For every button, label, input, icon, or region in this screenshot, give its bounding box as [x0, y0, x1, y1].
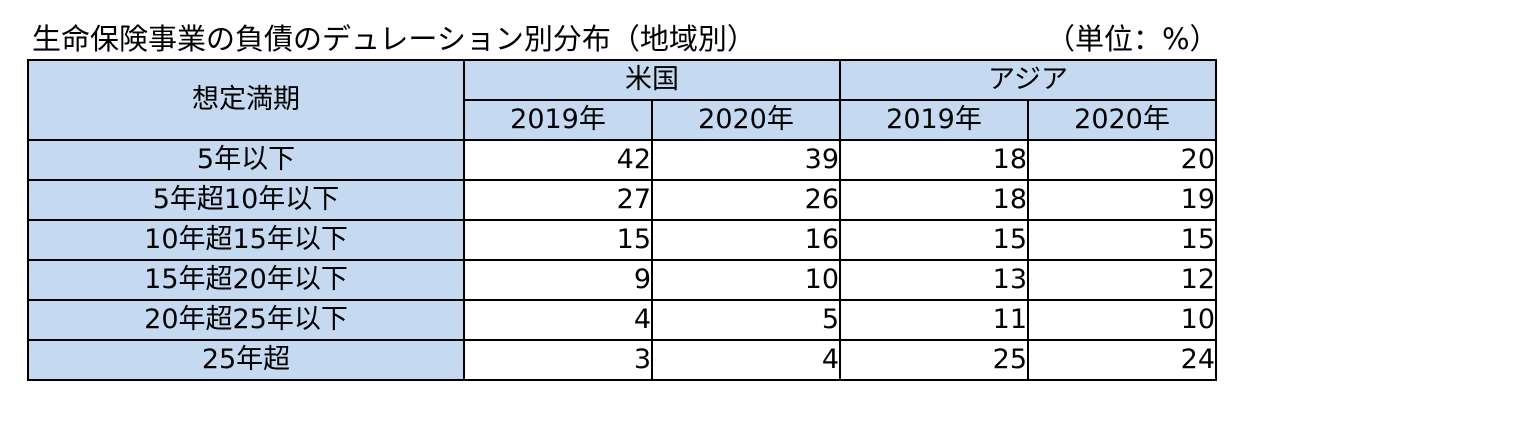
table-row: 5年以下 42 39 18 20 — [27, 139, 1217, 181]
year-header: 2019年 — [839, 99, 1029, 141]
table-cell: 4 — [651, 339, 841, 381]
table-cell: 26 — [651, 179, 841, 221]
region-header-us: 米国 — [463, 59, 841, 101]
table-cell: 15 — [839, 219, 1029, 261]
table-cell: 15 — [1027, 219, 1217, 261]
header-row-years: 2019年 2020年 2019年 2020年 — [28, 99, 1217, 141]
table-cell: 19 — [1027, 179, 1217, 221]
table-cell: 18 — [839, 179, 1029, 221]
table-cell: 24 — [1027, 339, 1217, 381]
duration-table: 想定満期 米国 アジア 2019年 2020年 2019年 2020年 5年以下… — [27, 59, 1217, 381]
table-cell: 16 — [651, 219, 841, 261]
table-cell: 42 — [463, 139, 653, 181]
unit-label: （単位：%） — [1046, 22, 1219, 56]
table-cell: 39 — [651, 139, 841, 181]
row-label: 10年超15年以下 — [27, 219, 465, 261]
table-cell: 13 — [839, 259, 1029, 301]
table-cell: 3 — [463, 339, 653, 381]
table-row: 10年超15年以下 15 16 15 15 — [27, 219, 1217, 261]
corner-header: 想定満期 — [27, 59, 465, 141]
table-cell: 20 — [1027, 139, 1217, 181]
row-label: 15年超20年以下 — [27, 259, 465, 301]
table-cell: 18 — [839, 139, 1029, 181]
table-row: 25年超 3 4 25 24 — [27, 339, 1217, 381]
year-header: 2020年 — [651, 99, 841, 141]
row-label: 25年超 — [27, 339, 465, 381]
table-title: 生命保険事業の負債のデュレーション別分布（地域別） — [32, 22, 756, 56]
table-cell: 5 — [651, 299, 841, 341]
table-row: 20年超25年以下 4 5 11 10 — [27, 299, 1217, 341]
table-cell: 27 — [463, 179, 653, 221]
table-cell: 4 — [463, 299, 653, 341]
header-row-regions: 想定満期 米国 アジア — [27, 59, 1217, 141]
table-cell: 11 — [839, 299, 1029, 341]
row-label: 5年超10年以下 — [27, 179, 465, 221]
region-header-asia: アジア — [839, 59, 1217, 101]
table-cell: 10 — [1027, 299, 1217, 341]
table-cell: 12 — [1027, 259, 1217, 301]
row-label: 5年以下 — [27, 139, 465, 181]
table-row: 15年超20年以下 9 10 13 12 — [27, 259, 1217, 301]
table-row: 5年超10年以下 27 26 18 19 — [27, 179, 1217, 221]
year-header: 2020年 — [1027, 99, 1217, 141]
table-cell: 15 — [463, 219, 653, 261]
table-cell: 25 — [839, 339, 1029, 381]
table-cell: 9 — [463, 259, 653, 301]
year-header: 2019年 — [463, 99, 653, 141]
table-cell: 10 — [651, 259, 841, 301]
row-label: 20年超25年以下 — [27, 299, 465, 341]
